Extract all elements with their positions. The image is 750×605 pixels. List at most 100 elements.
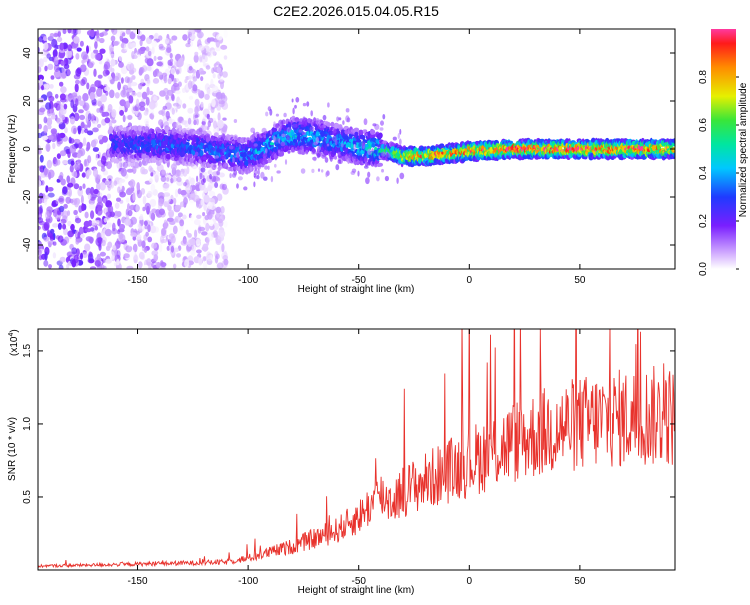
- heatmap-cell: [38, 66, 42, 73]
- heatmap-cell: [168, 209, 175, 218]
- heatmap-cell: [184, 259, 190, 268]
- heatmap-cell: [46, 53, 51, 59]
- heatmap-cell: [109, 89, 115, 99]
- heatmap-cell: [161, 228, 167, 236]
- heatmap-cell: [194, 229, 198, 239]
- heatmap-cell: [62, 186, 68, 195]
- heatmap-cell: [211, 98, 216, 108]
- heatmap-cell: [84, 211, 89, 219]
- heatmap-cell: [326, 122, 331, 127]
- heatmap-cell: [187, 80, 193, 90]
- heatmap-cell: [195, 238, 201, 247]
- heatmap-cell: [88, 236, 94, 243]
- heatmap-cell: [67, 68, 71, 77]
- heatmap-cell: [208, 190, 216, 197]
- heatmap-cell: [185, 142, 190, 146]
- heatmap-cell: [83, 128, 89, 134]
- heatmap-cell: [144, 50, 149, 57]
- heatmap-cell: [43, 42, 49, 51]
- heatmap-cell: [150, 172, 154, 177]
- heatmap-cell: [200, 199, 204, 206]
- heatmap-cell: [59, 150, 67, 157]
- heatmap-cell: [149, 225, 157, 234]
- heatmap-cell: [153, 171, 160, 179]
- heatmap-cell: [58, 197, 64, 202]
- heatmap-cell: [143, 247, 148, 253]
- heatmap-cell: [63, 228, 68, 236]
- heatmap-cell: [167, 224, 174, 231]
- heatmap-cell: [126, 265, 134, 269]
- heatmap-cell: [48, 171, 52, 180]
- heatmap-cell: [63, 103, 68, 110]
- heatmap-cell: [216, 34, 223, 41]
- heatmap-cell: [128, 239, 132, 247]
- heatmap-cell: [217, 119, 224, 129]
- heatmap-cell: [126, 168, 134, 173]
- heatmap-cell: [42, 135, 49, 141]
- heatmap-cell: [213, 132, 219, 137]
- heatmap-cell: [109, 211, 116, 218]
- heatmap-cell: [210, 78, 214, 87]
- heatmap-cell: [38, 225, 41, 230]
- heatmap-cell: [86, 169, 92, 176]
- heatmap-cell: [87, 193, 92, 200]
- heatmap-cell: [150, 183, 156, 192]
- heatmap-cell: [187, 117, 192, 125]
- heatmap-cell: [146, 37, 152, 45]
- heatmap-cell: [354, 131, 359, 137]
- heatmap-cell: [107, 217, 115, 223]
- heatmap-cell: [100, 167, 106, 172]
- heatmap-cell: [155, 71, 163, 77]
- heatmap-cell: [173, 105, 177, 111]
- heatmap-cell: [107, 205, 114, 214]
- heatmap-cell: [160, 239, 168, 243]
- heatmap-cell: [49, 84, 54, 89]
- heatmap-cell: [158, 119, 164, 126]
- heatmap-cell: [77, 141, 83, 149]
- heatmap-cell: [129, 31, 136, 40]
- heatmap-cell: [138, 83, 143, 90]
- heatmap-cell: [202, 243, 209, 252]
- heatmap-cell: [82, 93, 89, 102]
- heatmap-cell: [52, 241, 57, 246]
- heatmap-cell: [47, 135, 54, 140]
- heatmap-cell: [99, 251, 106, 257]
- heatmap-cell: [53, 102, 58, 109]
- heatmap-cell: [73, 36, 80, 44]
- heatmap-cell: [77, 125, 82, 132]
- heatmap-cell: [144, 224, 148, 230]
- heatmap-cell: [77, 95, 82, 102]
- heatmap-cell: [203, 187, 208, 194]
- heatmap-cell: [334, 155, 337, 160]
- heatmap-cell: [217, 218, 223, 224]
- heatmap-cell: [67, 220, 72, 227]
- heatmap-cell: [39, 205, 43, 214]
- heatmap-cell: [206, 207, 212, 216]
- heatmap-cell: [117, 218, 121, 227]
- heatmap-cell: [66, 263, 70, 269]
- heatmap-cell: [151, 40, 158, 48]
- heatmap-cell: [124, 76, 130, 84]
- heatmap-cell: [39, 78, 43, 88]
- heatmap-cell: [104, 117, 111, 124]
- heatmap-cell: [98, 107, 104, 113]
- heatmap-cell: [219, 100, 225, 108]
- heatmap-cell: [156, 61, 163, 67]
- heatmap-cell: [143, 264, 149, 269]
- heatmap-cell: [114, 202, 120, 209]
- heatmap-cell: [100, 155, 107, 165]
- heatmap-cell: [83, 220, 90, 228]
- heatmap-cell: [73, 127, 77, 135]
- heatmap-cell: [127, 203, 130, 211]
- heatmap-cell: [194, 98, 200, 107]
- heatmap-cell: [125, 197, 130, 203]
- heatmap-cell: [202, 261, 208, 269]
- heatmap-cell: [73, 138, 81, 144]
- heatmap-cell: [120, 65, 128, 75]
- heatmap-cell: [196, 249, 202, 254]
- heatmap-cell: [67, 230, 75, 238]
- heatmap-cell: [59, 81, 64, 87]
- heatmap-cell: [147, 190, 153, 198]
- heatmap-cell: [221, 243, 225, 253]
- heatmap-cell: [87, 253, 94, 262]
